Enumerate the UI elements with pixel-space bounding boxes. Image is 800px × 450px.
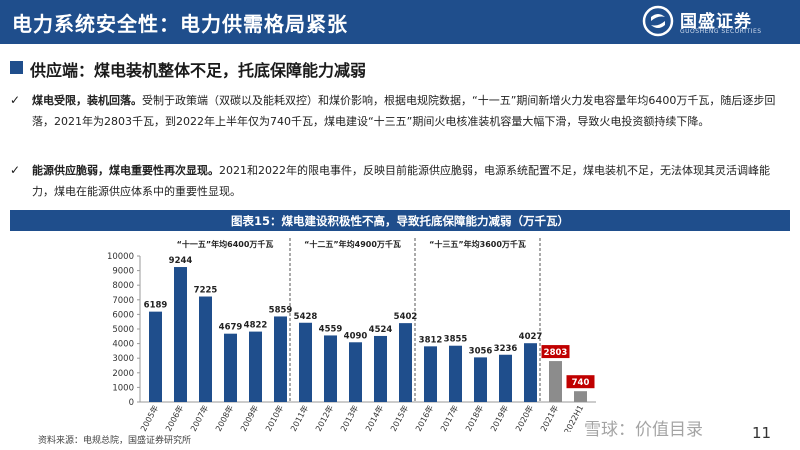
figure-title: 图表15：煤电建设积极性不高，导致托底保障能力减弱（万千瓦） (231, 214, 569, 228)
category-label: 2022H1 (563, 404, 586, 432)
data-label: 3812 (419, 335, 443, 345)
watermark: 雪球：价值目录 (584, 420, 703, 440)
category-label: 2013年 (338, 403, 360, 432)
bullet-2-text: 2021和2022年的限电事件，反映目前能源供应脆弱，电源系统配置不足，煤电装机… (32, 164, 770, 198)
bar (249, 331, 262, 402)
bullet-item-1: ✓ 煤电受限，装机回落。受制于政策端（双碳以及能耗双控）和煤价影响，根据电规院数… (10, 90, 780, 132)
y-tick-label: 9000 (112, 267, 134, 277)
data-label: 3236 (494, 344, 518, 354)
data-label: 6189 (144, 301, 168, 311)
bar (524, 343, 537, 402)
bullet-1-lead: 煤电受限，装机回落。 (32, 94, 142, 107)
category-label: 2018年 (463, 403, 485, 432)
category-label: 2020年 (513, 403, 535, 432)
category-label: 2016年 (413, 403, 435, 432)
category-label: 2010年 (263, 403, 285, 432)
logo-subtitle: GUOSHENG SECURITIES (680, 28, 762, 35)
data-label: 4524 (369, 325, 393, 335)
y-tick-label: 4000 (112, 340, 134, 350)
bar (449, 345, 462, 402)
y-tick-label: 3000 (112, 354, 134, 364)
header-bar: 电力系统安全性：电力供需格局紧张 国盛证券 GUOSHENG SECURITIE… (0, 0, 800, 44)
y-tick-label: 1000 (112, 383, 134, 393)
data-label: 4559 (319, 324, 343, 334)
category-label: 2007年 (188, 403, 210, 432)
bar (399, 323, 412, 402)
y-tick-label: 10000 (107, 252, 134, 262)
bar (474, 357, 487, 402)
data-label: 2803 (544, 348, 568, 358)
bar (299, 322, 312, 402)
category-label: 2017年 (438, 403, 460, 432)
period-label: “十一五”年均6400万千瓦 (177, 239, 274, 249)
bar (349, 342, 362, 402)
data-label: 7225 (194, 286, 218, 296)
checkmark-icon: ✓ (10, 93, 21, 107)
bar-chart: 0 1000 2000 3000 4000 5000 6000 7000 8000 9000 100… (107, 238, 596, 432)
checkmark-icon: ✓ (10, 163, 21, 177)
bullet-1-text: 受制于政策端（双碳以及能耗双控）和煤价影响，根据电规院数据，“十一五”期间新增火… (32, 94, 776, 128)
bar (174, 267, 187, 402)
square-bullet-icon (10, 61, 23, 74)
bullet-2-lead: 能源供应脆弱，煤电重要性再次显现。 (32, 164, 219, 177)
bar (499, 354, 512, 402)
data-label: 4679 (219, 323, 243, 333)
guosheng-logo-icon (642, 5, 674, 37)
data-label: 4090 (344, 331, 368, 341)
bar (374, 335, 387, 402)
category-label: 2014年 (363, 403, 385, 432)
category-label: 2009年 (238, 403, 260, 432)
period-label: “十二五”年均4900万千瓦 (304, 239, 401, 249)
section-title: 供应端：煤电装机整体不足，托底保障能力减弱 (30, 61, 367, 80)
y-tick-label: 6000 (112, 310, 134, 320)
bar (324, 335, 337, 402)
period-label: “十三五”年均3600万千瓦 (429, 239, 526, 249)
y-tick-label: 7000 (112, 296, 134, 306)
bar (149, 311, 162, 402)
data-label: 4822 (244, 321, 268, 331)
bar (424, 346, 437, 402)
data-label: 5402 (394, 312, 418, 322)
page-title: 电力系统安全性：电力供需格局紧张 (12, 12, 348, 36)
bar (224, 333, 237, 402)
bar (199, 296, 212, 402)
data-label: 5428 (294, 312, 318, 322)
bar (274, 316, 287, 402)
bullet-item-2: ✓ 能源供应脆弱，煤电重要性再次显现。2021和2022年的限电事件，反映目前能… (10, 160, 780, 202)
data-label: 9244 (169, 256, 193, 266)
category-label: 2021年 (538, 403, 560, 432)
category-label: 2008年 (213, 403, 235, 432)
y-tick-label: 8000 (112, 281, 134, 291)
data-label: 3855 (444, 335, 468, 345)
category-label: 2005年 (138, 403, 160, 432)
y-tick-label: 0 (129, 398, 134, 408)
category-label: 2019年 (488, 403, 510, 432)
data-label: 740 (572, 378, 590, 388)
y-tick-label: 2000 (112, 369, 134, 379)
data-label: 5859 (269, 305, 293, 315)
data-label: 3056 (469, 346, 493, 356)
y-tick-label: 5000 (112, 325, 134, 335)
data-label: 4027 (519, 332, 543, 342)
category-label: 2006年 (163, 403, 185, 432)
logo: 国盛证券 GUOSHENG SECURITIES (642, 5, 782, 39)
data-label-box (566, 375, 595, 389)
figure-title-bar: 图表15：煤电建设积极性不高，导致托底保障能力减弱（万千瓦） (10, 210, 790, 231)
category-label: 2012年 (313, 403, 335, 432)
page-number: 11 (752, 424, 772, 442)
bar (574, 391, 587, 402)
data-label-box (541, 345, 570, 359)
bar (549, 361, 562, 402)
category-label: 2015年 (388, 403, 410, 432)
category-label: 2011年 (288, 403, 310, 432)
logo-name: 国盛证券 (680, 12, 752, 32)
source-note: 资料来源：电规总院，国盛证券研究所 (38, 436, 192, 446)
